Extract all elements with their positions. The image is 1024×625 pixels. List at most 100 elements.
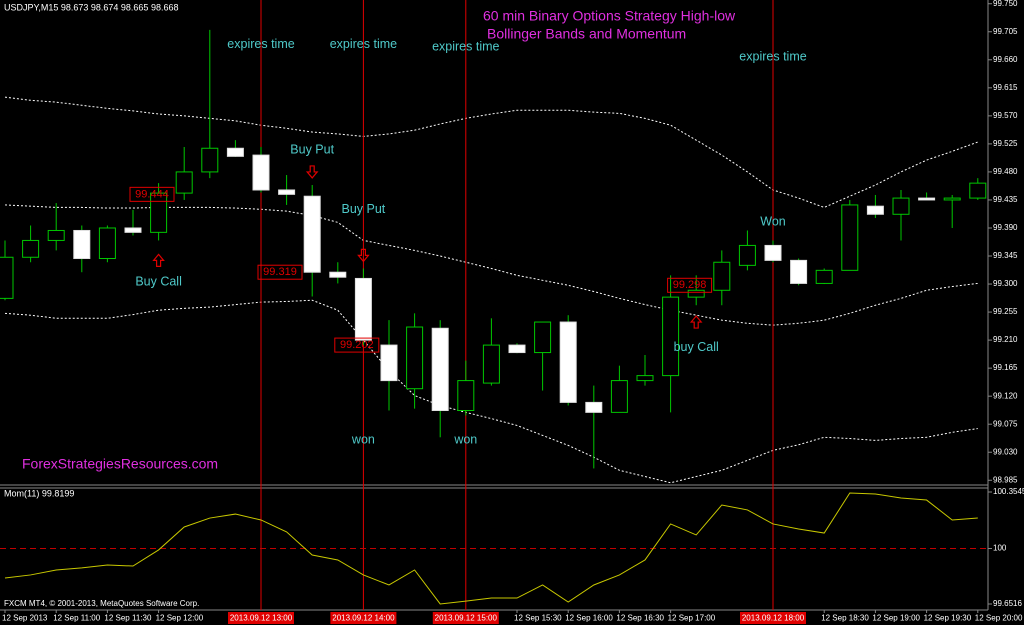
price-label: 99.444 [135,188,169,200]
y-tick-label: 99.705 [993,27,1018,36]
candle-body [687,289,705,298]
time-marker-label: 2013.09.12 13:00 [230,614,293,623]
annotation: buy Call [674,340,719,354]
time-marker-label-box [330,612,397,624]
candle-body [610,380,628,413]
indicator-header: Mom(11) 99.8199 [4,488,74,498]
candle-body [892,197,910,215]
candle-body [354,277,372,341]
y-tick-label: 99.435 [993,195,1018,204]
y-tick-label: 99.255 [993,307,1018,316]
candle-body [457,380,475,411]
y-tick-label: 99.750 [993,0,1018,8]
time-marker-label: 2013.09.12 18:00 [742,614,805,623]
candle-body [0,256,14,299]
candle-body [918,197,936,201]
price-label-box [334,337,380,353]
x-tick-label: 12 Sep 19:00 [872,614,920,623]
footer: FXCM MT4, © 2001-2013, MetaQuotes Softwa… [4,599,199,608]
y-tick-label: 98.985 [993,475,1018,484]
candle-body [226,147,244,157]
annotation: expires time [330,37,397,51]
candle-body [841,204,859,271]
x-tick-label: 12 Sep 19:30 [924,614,972,623]
candle-body [636,375,654,382]
x-tick-label: 12 Sep 20:00 [975,614,1023,623]
signal-arrow-up [152,253,165,267]
x-tick-label: 12 Sep 16:30 [616,614,664,623]
candle-body [738,244,756,266]
candle-body [662,296,680,377]
time-marker-label: 2013.09.12 14:00 [332,614,395,623]
candle-body [278,189,296,195]
candle-body [431,327,449,411]
signal-arrow-down [305,165,319,179]
candle-body [585,401,603,413]
price-label-box [667,277,713,293]
y-tick-label: 99.6516 [993,599,1022,608]
x-tick-label: 12 Sep 15:30 [514,614,562,623]
x-tick-label: 12 Sep 11:00 [53,614,101,623]
price-label: 99.319 [263,266,297,278]
candle-body [201,147,219,173]
annotation: Buy Call [135,274,182,288]
candle-body [508,344,526,354]
candle-body [790,259,808,284]
bollinger-band [4,204,978,326]
y-tick-label: 99.615 [993,83,1018,92]
y-tick-label: 99.030 [993,447,1018,456]
price-label-box [129,186,175,202]
candle-body [559,321,577,403]
candle-body [380,344,398,382]
bollinger-band [4,299,978,484]
momentum-line [4,492,978,605]
candle-body [98,227,116,260]
candle-body [943,197,961,201]
annotation: won [453,433,477,447]
candle-body [329,271,347,278]
candle-body [713,261,731,291]
candle-body [252,154,270,191]
x-tick-label: 12 Sep 2013 [2,614,48,623]
y-tick-label: 99.300 [993,279,1018,288]
y-tick-label: 99.660 [993,55,1018,64]
y-tick-label: 99.165 [993,363,1018,372]
y-tick-label: 99.570 [993,111,1018,120]
annotation: expires time [432,40,499,54]
x-tick-label: 12 Sep 17:00 [668,614,716,623]
candle-body [303,195,321,273]
candle-body [534,321,552,354]
candle-body [73,229,91,260]
chart-title: 60 min Binary Options Strategy High-low [483,8,736,24]
y-tick-label: 99.120 [993,391,1018,400]
y-tick-label: 100.3545 [993,487,1024,496]
annotation: Buy Put [342,202,386,216]
price-label: 99.202 [340,339,374,351]
candle-body [47,229,65,241]
x-tick-label: 12 Sep 16:00 [565,614,613,623]
signal-arrow-down [357,248,370,263]
time-marker-label-box [740,612,806,624]
candle-body [764,244,782,261]
x-tick-label: 12 Sep 11:30 [104,614,152,623]
x-tick-label: 12 Sep 18:30 [821,614,869,623]
candle-body [866,205,884,215]
annotation: expires time [739,50,806,64]
annotation: Won [760,215,786,229]
y-tick-label: 99.480 [993,167,1018,176]
y-tick-label: 99.210 [993,335,1018,344]
y-tick-label: 99.075 [993,419,1018,428]
watermark: ForexStrategiesResources.com [22,456,218,472]
time-marker-label-box [228,612,294,624]
time-marker-label-box [432,612,499,624]
candle-body [150,192,168,233]
candle-body [969,182,987,199]
candle-body [175,171,193,194]
annotation: won [351,433,375,447]
candle-body [124,227,142,233]
candle-body [815,269,833,284]
time-marker-label: 2013.09.12 15:00 [435,614,498,623]
